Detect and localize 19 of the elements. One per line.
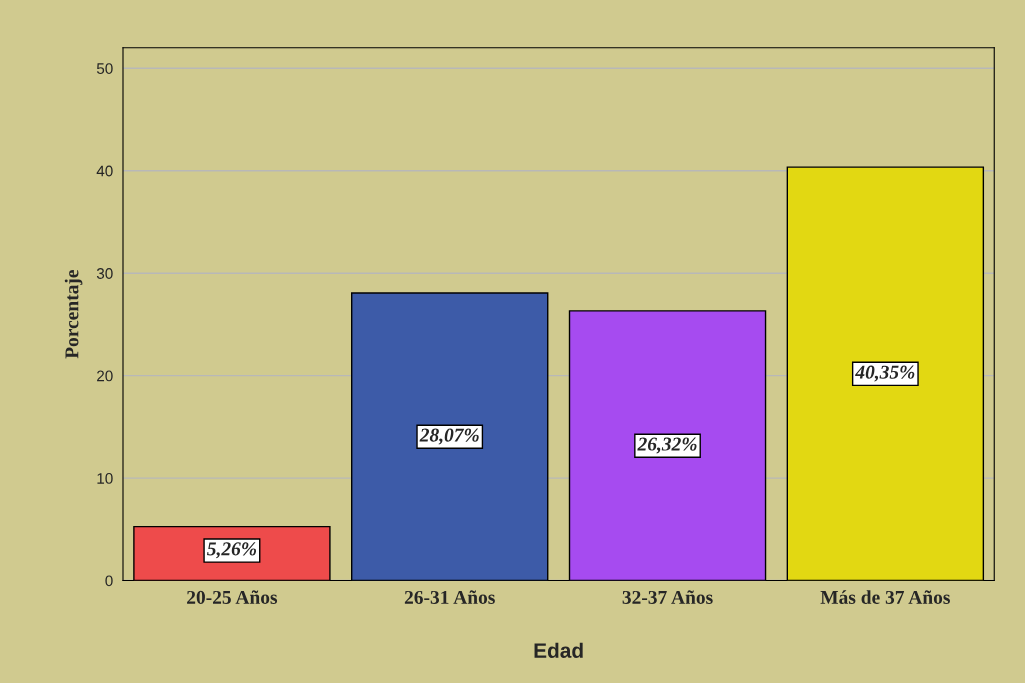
y-tick-label: 40 (96, 165, 113, 177)
data-label: 5,26% (207, 542, 257, 559)
data-label: 26,32% (637, 437, 697, 454)
bar (568, 310, 767, 581)
y-tick-label: 10 (97, 472, 113, 484)
x-tick-label: 20-25 Años (187, 590, 278, 604)
x-tick-label: 26-31 Años (404, 590, 495, 604)
data-label: 40,35% (855, 365, 915, 382)
y-tick-label: 30 (96, 268, 113, 279)
y-tick-label: 20 (97, 370, 113, 382)
x-tick-label: Más de 37 Años (820, 590, 950, 604)
bar (351, 292, 549, 581)
y-tick-label: 0 (105, 575, 113, 587)
y-tick-label: 50 (96, 63, 113, 74)
data-label: 28,07% (419, 428, 479, 445)
x-tick-label: 32-37 Años (622, 590, 713, 604)
bar (786, 166, 985, 581)
y-axis-title: Porcentaje (64, 270, 83, 359)
x-axis-title: Edad (534, 642, 583, 658)
